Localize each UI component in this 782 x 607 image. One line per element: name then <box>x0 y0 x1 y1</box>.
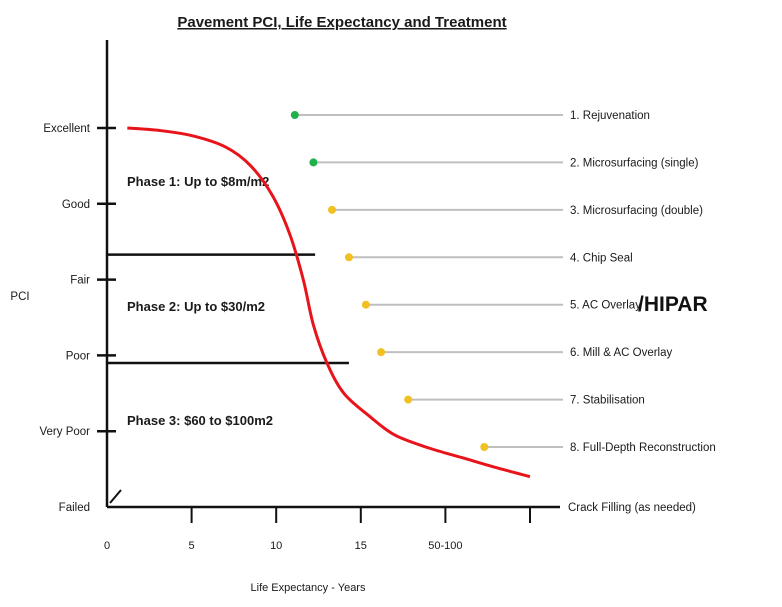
x-tick-label: 50-100 <box>428 540 462 552</box>
y-tick-label: Fair <box>70 275 90 287</box>
treatment-dot <box>344 253 353 262</box>
treatment-dot <box>309 158 318 167</box>
y-tick-label: Failed <box>59 502 90 514</box>
treatment-dot <box>480 443 489 451</box>
treatment-label: 2. Microsurfacing (single) <box>570 157 699 169</box>
treatment-dot <box>361 300 370 309</box>
treatment-dot <box>328 205 337 214</box>
treatment-label: 3. Microsurfacing (double) <box>570 205 703 217</box>
x-tick-label: 10 <box>270 540 282 552</box>
treatment-label: 1. Rejuvenation <box>570 110 650 122</box>
phase-label: Phase 2: Up to $30/m2 <box>127 299 265 314</box>
chart-title: Pavement PCI, Life Expectancy and Treatm… <box>177 14 506 31</box>
x-axis-label: Life Expectancy - Years <box>251 582 366 594</box>
y-tick-label: Poor <box>66 350 90 362</box>
treatment-label: 4. Chip Seal <box>570 252 633 264</box>
x-tick-label: 0 <box>104 540 110 552</box>
y-tick-label: Good <box>62 199 90 211</box>
baseline-label: Crack Filling (as needed) <box>568 502 696 514</box>
treatment-label: 5. AC Overlay <box>570 300 641 312</box>
y-tick-label: Very Poor <box>40 426 91 438</box>
hipar-overlay: /HIPAR <box>638 293 708 316</box>
treatment-label: 6. Mill & AC Overlay <box>570 347 672 359</box>
pci-curve <box>127 126 531 479</box>
treatment-label: 8. Full-Depth Reconstruction <box>570 442 716 454</box>
y-tick-label: Excellent <box>43 123 90 135</box>
y-axis-label: PCI <box>10 291 29 303</box>
x-tick-label: 15 <box>355 540 367 552</box>
phase-label: Phase 3: $60 to $100m2 <box>127 413 273 428</box>
failed-diagonal <box>109 489 122 504</box>
treatment-dot <box>377 348 386 357</box>
phase-label: Phase 1: Up to $8m/m2 <box>127 174 269 189</box>
x-tick-label: 5 <box>189 540 195 552</box>
treatment-dot <box>404 395 413 404</box>
treatment-label: 7. Stabilisation <box>570 395 645 407</box>
treatment-dot <box>290 111 299 119</box>
